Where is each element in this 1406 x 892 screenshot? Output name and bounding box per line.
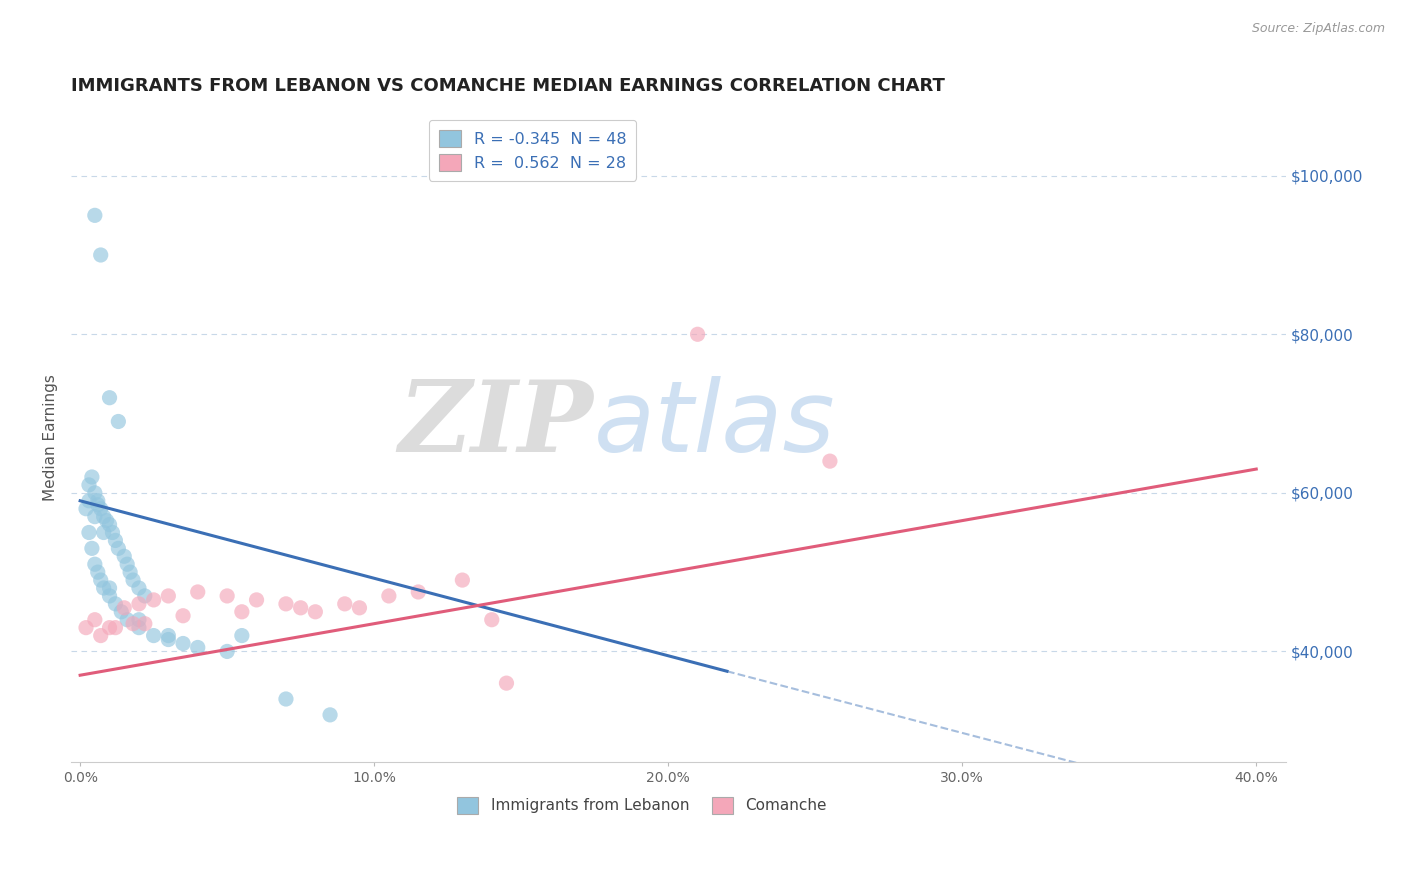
Point xyxy=(304,605,326,619)
Point xyxy=(378,589,401,603)
Point xyxy=(101,525,124,540)
Point xyxy=(104,533,127,548)
Point xyxy=(83,208,105,222)
Point xyxy=(120,565,142,579)
Point xyxy=(104,621,127,635)
Point xyxy=(107,415,129,429)
Point xyxy=(231,605,253,619)
Y-axis label: Median Earnings: Median Earnings xyxy=(44,374,58,500)
Point xyxy=(93,525,115,540)
Point xyxy=(115,558,138,572)
Point xyxy=(80,470,103,484)
Point xyxy=(83,613,105,627)
Point xyxy=(245,593,267,607)
Point xyxy=(75,501,97,516)
Point xyxy=(274,597,297,611)
Point xyxy=(818,454,841,468)
Point xyxy=(96,514,118,528)
Point xyxy=(495,676,517,690)
Legend: Immigrants from Lebanon, Comanche: Immigrants from Lebanon, Comanche xyxy=(451,791,834,820)
Point xyxy=(90,629,112,643)
Point xyxy=(110,605,132,619)
Point xyxy=(90,248,112,262)
Point xyxy=(87,565,110,579)
Point xyxy=(122,616,145,631)
Point xyxy=(98,589,121,603)
Point xyxy=(157,632,180,647)
Point xyxy=(217,589,239,603)
Point xyxy=(77,478,100,492)
Point xyxy=(128,597,150,611)
Point xyxy=(157,629,180,643)
Point xyxy=(349,600,371,615)
Point xyxy=(319,707,342,722)
Point xyxy=(90,573,112,587)
Point xyxy=(83,509,105,524)
Point xyxy=(115,613,138,627)
Point xyxy=(686,327,709,342)
Point xyxy=(122,573,145,587)
Point xyxy=(187,640,209,655)
Text: IMMIGRANTS FROM LEBANON VS COMANCHE MEDIAN EARNINGS CORRELATION CHART: IMMIGRANTS FROM LEBANON VS COMANCHE MEDI… xyxy=(72,78,945,95)
Point xyxy=(77,525,100,540)
Point xyxy=(107,541,129,556)
Point xyxy=(77,493,100,508)
Point xyxy=(87,498,110,512)
Point xyxy=(98,391,121,405)
Point xyxy=(93,509,115,524)
Point xyxy=(231,629,253,643)
Point xyxy=(142,593,165,607)
Point xyxy=(112,549,135,564)
Point xyxy=(406,585,429,599)
Point xyxy=(290,600,312,615)
Point xyxy=(451,573,474,587)
Point xyxy=(187,585,209,599)
Point xyxy=(134,616,156,631)
Point xyxy=(172,636,194,650)
Point xyxy=(83,558,105,572)
Text: ZIP: ZIP xyxy=(398,376,593,473)
Point xyxy=(98,581,121,595)
Point xyxy=(481,613,503,627)
Point xyxy=(90,501,112,516)
Point xyxy=(128,581,150,595)
Point xyxy=(104,597,127,611)
Point xyxy=(98,621,121,635)
Text: Source: ZipAtlas.com: Source: ZipAtlas.com xyxy=(1251,22,1385,36)
Point xyxy=(142,629,165,643)
Point xyxy=(333,597,356,611)
Point xyxy=(217,644,239,658)
Point xyxy=(87,493,110,508)
Point xyxy=(128,621,150,635)
Point xyxy=(274,692,297,706)
Point xyxy=(128,613,150,627)
Point xyxy=(98,517,121,532)
Text: atlas: atlas xyxy=(593,376,835,473)
Point xyxy=(134,589,156,603)
Point xyxy=(172,608,194,623)
Point xyxy=(93,581,115,595)
Point xyxy=(157,589,180,603)
Point xyxy=(80,541,103,556)
Point xyxy=(75,621,97,635)
Point xyxy=(83,486,105,500)
Point xyxy=(112,600,135,615)
